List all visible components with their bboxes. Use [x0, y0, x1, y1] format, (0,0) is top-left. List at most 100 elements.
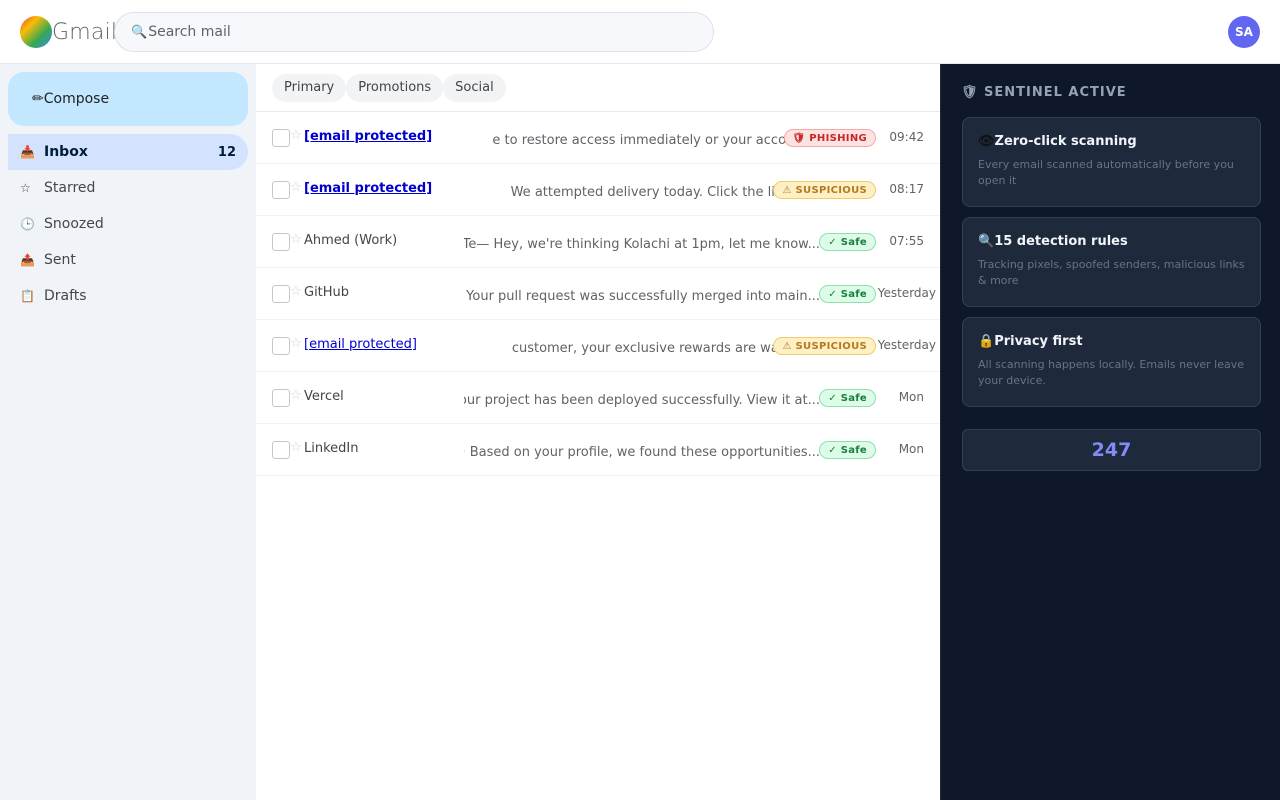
timestamp: 07:55 — [889, 234, 924, 248]
select-checkbox[interactable] — [272, 285, 290, 303]
threat-badge: ✓ Safe — [819, 285, 876, 303]
sidebar-item-label: Inbox — [44, 144, 88, 160]
sidebar-item-label: Starred — [44, 180, 96, 196]
select-checkbox[interactable] — [272, 337, 290, 355]
sidebar-item-inbox[interactable]: 📥 Inbox 12 — [8, 134, 248, 170]
snippet-container: · Based on your profile, we found these … — [464, 441, 820, 459]
select-checkbox[interactable] — [272, 441, 290, 459]
star-icon[interactable]: ☆ — [290, 232, 302, 247]
threat-badge: 🛡 PHISHING — [783, 129, 876, 147]
select-checkbox[interactable] — [272, 181, 290, 199]
email-list: ☆ [email protected] e to restore access … — [256, 112, 940, 476]
select-checkbox[interactable] — [272, 129, 290, 147]
nav-list: 📥 Inbox 12 ☆ Starred 🕒 Snoozed 📤 Sent 📋 … — [8, 134, 248, 314]
star-icon[interactable]: ☆ — [290, 440, 302, 455]
unread-count: 12 — [217, 144, 236, 160]
timestamp: Mon — [898, 442, 924, 456]
card-description: Tracking pixels, spoofed senders, malici… — [978, 258, 1245, 287]
snippet: e to restore access immediately or your … — [492, 133, 820, 147]
snippet-container: We attempted delivery today. Click the l… — [464, 181, 820, 199]
app-name: Gmail — [52, 19, 118, 45]
sender[interactable]: [email protected] — [304, 129, 433, 144]
category-tabs: Primary Promotions Social — [256, 64, 940, 112]
compose-button[interactable]: ✏ Compose — [8, 72, 248, 126]
top-bar: Gmail 🔍 SA — [0, 0, 1280, 64]
email-row[interactable]: ☆ [email protected] customer, your exclu… — [256, 320, 940, 372]
star-icon: ☆ — [20, 181, 31, 195]
snippet: Te— Hey, we're thinking Kolachi at 1pm, … — [464, 237, 820, 251]
snippet-container: customer, your exclusive rewards are wai… — [464, 337, 820, 355]
sidebar-item-snoozed[interactable]: 🕒 Snoozed — [8, 206, 248, 242]
threat-badge: ✓ Safe — [819, 389, 876, 407]
sidebar-item-label: Sent — [44, 252, 76, 268]
select-checkbox[interactable] — [272, 233, 290, 251]
sidebar-item-sent[interactable]: 📤 Sent — [8, 242, 248, 278]
snippet: our project has been deployed successful… — [464, 393, 820, 407]
sentinel-title: 🛡 SENTINEL ACTIVE — [961, 85, 1127, 100]
star-icon[interactable]: ☆ — [290, 180, 302, 195]
threat-badge: ⚠ SUSPICIOUS — [773, 337, 876, 355]
email-row[interactable]: ☆ Vercel our project has been deployed s… — [256, 372, 940, 424]
search-bar[interactable]: 🔍 — [114, 12, 714, 52]
email-row[interactable]: ☆ LinkedIn · Based on your profile, we f… — [256, 424, 940, 476]
card-title: Zero-click scanning — [994, 134, 1137, 149]
search-input[interactable] — [148, 24, 689, 40]
timestamp: 09:42 — [889, 130, 924, 144]
search-icon: 🔍 — [131, 24, 148, 40]
sender[interactable]: [email protected] — [304, 181, 433, 196]
avatar[interactable]: SA — [1228, 16, 1260, 48]
snippet: customer, your exclusive rewards are wai… — [511, 341, 820, 355]
sender: GitHub — [304, 285, 350, 300]
pencil-icon: ✏ — [32, 91, 44, 107]
star-icon[interactable]: ☆ — [290, 284, 302, 299]
email-row[interactable]: ☆ GitHub Your pull request was successfu… — [256, 268, 940, 320]
email-row[interactable]: ☆ [email protected] e to restore access … — [256, 112, 940, 164]
snippet-container: Te— Hey, we're thinking Kolachi at 1pm, … — [464, 233, 820, 251]
clock-icon: 🕒 — [20, 217, 35, 231]
sender: Ahmed (Work) — [304, 233, 398, 248]
sidebar: ✏ Compose 📥 Inbox 12 ☆ Starred 🕒 Snoozed… — [0, 64, 256, 800]
compose-label: Compose — [43, 91, 110, 107]
snippet-container: e to restore access immediately or your … — [464, 129, 820, 147]
outbox-icon: 📤 — [20, 253, 35, 267]
timestamp: Mon — [898, 390, 924, 404]
timestamp: 08:17 — [889, 182, 924, 196]
sender: LinkedIn — [304, 441, 359, 456]
select-checkbox[interactable] — [272, 389, 290, 407]
sidebar-item-drafts[interactable]: 📋 Drafts — [8, 278, 248, 314]
sender: Vercel — [304, 389, 344, 404]
gmail-logo[interactable]: Gmail — [20, 16, 117, 48]
sidebar-item-label: Snoozed — [44, 216, 104, 232]
threat-badge: ⚠ SUSPICIOUS — [773, 181, 876, 199]
inbox-icon: 📥 — [20, 145, 35, 159]
tab-social[interactable]: Social — [443, 73, 506, 102]
snippet: We attempted delivery today. Click the l… — [510, 185, 820, 199]
email-row[interactable]: ☆ Ahmed (Work) Te— Hey, we're thinking K… — [256, 216, 940, 268]
card-description: Every email scanned automatically before… — [978, 158, 1234, 187]
threat-badge: ✓ Safe — [819, 441, 876, 459]
snippet-container: our project has been deployed successful… — [464, 389, 820, 407]
sender[interactable]: [email protected] — [304, 337, 417, 352]
timestamp: Yesterday — [877, 338, 936, 352]
sidebar-item-starred[interactable]: ☆ Starred — [8, 170, 248, 206]
feature-card-detection-rules: 🔍 15 detection rules Tracking pixels, sp… — [962, 217, 1261, 307]
star-icon[interactable]: ☆ — [290, 388, 302, 403]
card-description: All scanning happens locally. Emails nev… — [978, 358, 1244, 387]
mail-list-pane: Primary Promotions Social ☆ [email prote… — [256, 64, 940, 800]
card-title: Privacy first — [994, 334, 1083, 349]
scan-counter: 247 — [962, 429, 1261, 471]
feature-card-privacy: 🔒 Privacy first All scanning happens loc… — [962, 317, 1261, 407]
feature-card-zero-click: 👁 Zero-click scanning Every email scanne… — [962, 117, 1261, 207]
star-icon[interactable]: ☆ — [290, 336, 302, 351]
email-row[interactable]: ☆ [email protected] We attempted deliver… — [256, 164, 940, 216]
sentinel-panel: 🛡 SENTINEL ACTIVE 👁 Zero-click scanning … — [940, 64, 1280, 800]
card-title: 15 detection rules — [994, 234, 1128, 249]
star-icon[interactable]: ☆ — [290, 128, 302, 143]
tab-promotions[interactable]: Promotions — [346, 73, 444, 102]
snippet-container: Your pull request was successfully merge… — [464, 285, 820, 303]
magnifier-icon: 🔍 — [978, 234, 995, 249]
eye-icon: 👁 — [978, 134, 995, 149]
tab-primary[interactable]: Primary — [272, 73, 347, 102]
logo-icon — [20, 16, 52, 48]
snippet: Your pull request was successfully merge… — [466, 289, 820, 303]
